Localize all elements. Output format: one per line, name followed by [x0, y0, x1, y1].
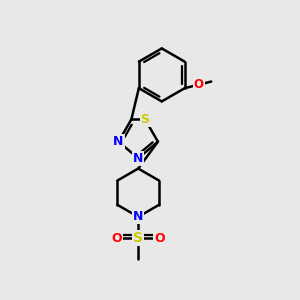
- Text: N: N: [133, 210, 143, 223]
- Text: N: N: [133, 152, 143, 165]
- Text: N: N: [113, 135, 124, 148]
- Text: O: O: [194, 78, 204, 91]
- Text: O: O: [112, 232, 122, 244]
- Text: O: O: [154, 232, 165, 244]
- Text: S: S: [141, 113, 150, 126]
- Text: S: S: [133, 231, 143, 245]
